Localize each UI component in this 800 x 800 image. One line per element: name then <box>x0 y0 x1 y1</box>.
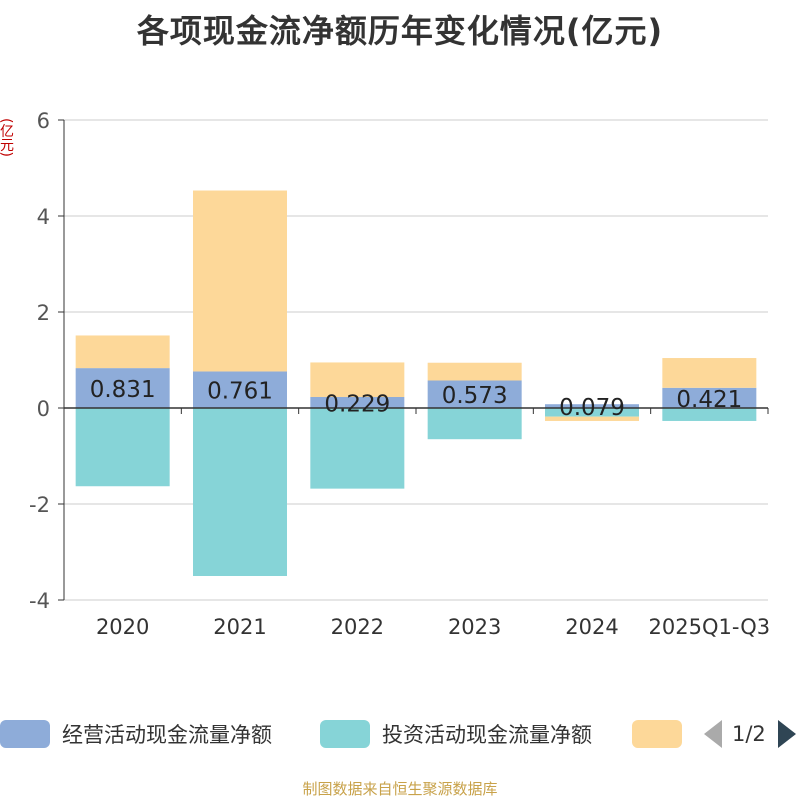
bar-series0-2025Q1-Q3[interactable] <box>662 387 757 408</box>
y-axis-unit: (亿元) <box>0 118 14 157</box>
chart-title: 各项现金流净额历年变化情况(亿元) <box>136 12 664 50</box>
bar-series2-2022[interactable] <box>310 362 405 398</box>
legend-label-operating: 经营活动现金流量净额 <box>62 723 272 747</box>
bar-series1-2025Q1-Q3[interactable] <box>662 408 757 421</box>
legend-swatch-third <box>632 720 682 748</box>
data-label: 0.421 <box>676 387 742 413</box>
bar-series1-2022[interactable] <box>310 408 405 489</box>
data-label: 0.761 <box>207 379 273 405</box>
x-tick-label: 2024 <box>565 615 618 639</box>
y-tick-label: 2 <box>37 301 50 325</box>
legend-swatch-investing <box>320 720 370 748</box>
legend-item-operating[interactable]: 经营活动现金流量净额 <box>0 716 272 752</box>
bar-series1-2020[interactable] <box>75 408 170 487</box>
bar-series1-2023[interactable] <box>427 408 522 440</box>
data-label: 0.229 <box>324 392 390 418</box>
bar-series0-2022[interactable] <box>310 397 405 408</box>
bar-series1-2024[interactable] <box>545 408 639 417</box>
data-source-footer: 制图数据来自恒生聚源数据库 <box>302 780 498 798</box>
y-tick-label: -2 <box>29 493 50 517</box>
bar-series0-2021[interactable] <box>193 371 287 408</box>
y-tick-label: 6 <box>37 109 50 133</box>
bar-series2-2020[interactable] <box>75 335 170 369</box>
x-tick-label: 2023 <box>448 615 501 639</box>
legend-swatch-operating <box>0 720 50 748</box>
bar-series0-2023[interactable] <box>427 380 522 408</box>
bar-series2-2024[interactable] <box>545 416 639 421</box>
data-label: 0.573 <box>442 383 508 409</box>
legend-item-third[interactable] <box>632 716 694 752</box>
legend-item-investing[interactable]: 投资活动现金流量净额 <box>320 716 592 752</box>
bar-series2-2023[interactable] <box>427 362 522 381</box>
x-tick-label: 2020 <box>96 615 149 639</box>
x-tick-label: 2021 <box>213 615 266 639</box>
bar-series0-2024[interactable] <box>545 404 639 408</box>
data-label: 0.079 <box>559 395 625 421</box>
bar-series0-2020[interactable] <box>75 368 170 408</box>
cash-flow-chart: -4 -2 0 2 4 6 0.831 0.761 0.229 0.573 0.079 0.421 20… <box>29 109 771 639</box>
legend-next-icon[interactable] <box>777 720 796 748</box>
legend-page-indicator: 1/2 <box>732 722 766 746</box>
bar-series2-2025Q1-Q3[interactable] <box>662 358 757 388</box>
legend-label-investing: 投资活动现金流量净额 <box>382 723 592 747</box>
bar-series2-2021[interactable] <box>193 190 287 372</box>
x-tick-label: 2022 <box>331 615 384 639</box>
y-tick-label: 0 <box>37 397 50 421</box>
legend-prev-icon[interactable] <box>704 720 722 748</box>
legend: 经营活动现金流量净额 投资活动现金流量净额 1/2 <box>0 716 800 752</box>
y-tick-label: -4 <box>29 589 50 613</box>
y-tick-label: 4 <box>37 205 50 229</box>
data-label: 0.831 <box>90 377 156 403</box>
x-tick-label: 2025Q1-Q3 <box>649 615 771 639</box>
bar-series1-2021[interactable] <box>193 408 287 576</box>
legend-pager: 1/2 <box>704 716 796 752</box>
